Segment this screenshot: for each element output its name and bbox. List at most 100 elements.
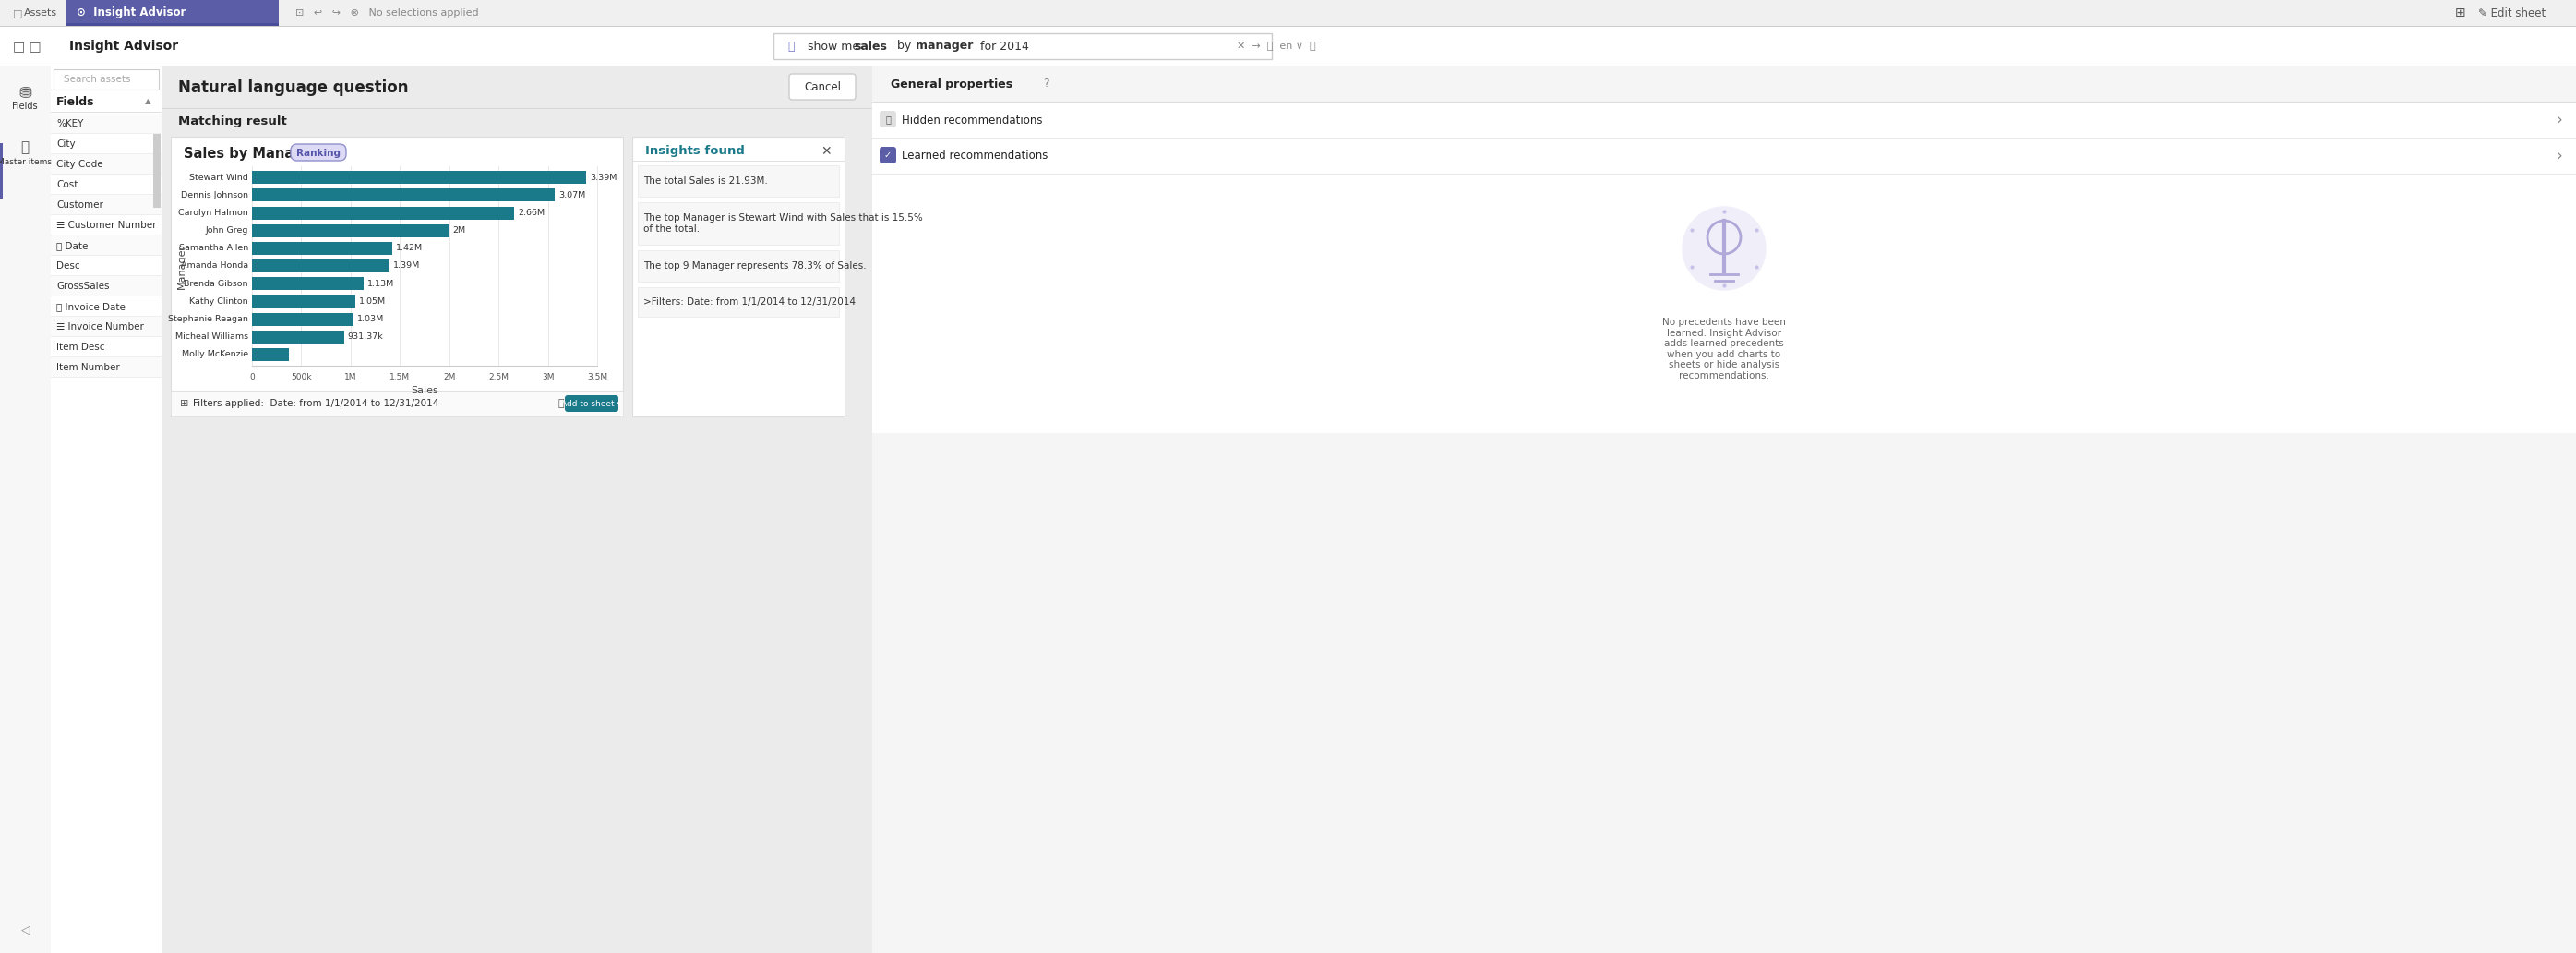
Bar [52,357,162,377]
Text: ⛃: ⛃ [18,84,31,101]
Text: ✓: ✓ [884,151,891,160]
Text: Filters applied:  Date: from 1/1/2014 to 12/31/2014: Filters applied: Date: from 1/1/2014 to … [193,399,438,408]
Text: ⛓: ⛓ [21,141,28,154]
Text: Matching result: Matching result [178,116,286,128]
Bar [873,67,2576,102]
Text: 🔍: 🔍 [788,40,793,52]
FancyBboxPatch shape [564,395,618,412]
Text: Stewart Wind: Stewart Wind [191,173,247,182]
Bar [252,224,448,237]
Text: Amanda Honda: Amanda Honda [180,262,247,270]
Bar [252,313,353,326]
Text: show me: show me [809,40,863,52]
Text: □: □ [13,9,23,17]
Text: ›: › [2555,112,2563,129]
Bar [252,171,587,184]
Text: 1.13M: 1.13M [368,279,394,288]
Text: ⊙  Insight Advisor: ⊙ Insight Advisor [77,7,185,19]
Text: %KEY: %KEY [57,119,82,129]
Text: 2M: 2M [443,373,456,381]
Text: Dennis Johnson: Dennis Johnson [180,191,247,199]
Text: ⊞: ⊞ [180,399,188,408]
Text: 2M: 2M [453,227,466,234]
Text: Ranking: Ranking [296,149,340,158]
Text: ☰ Customer Number: ☰ Customer Number [57,221,157,230]
Text: sales: sales [853,40,886,52]
Text: 1M: 1M [345,373,358,381]
Text: for 2014: for 2014 [976,40,1028,52]
Text: Hidden recommendations: Hidden recommendations [902,114,1043,126]
Text: ▲: ▲ [144,97,149,106]
Text: Item Number: Item Number [57,363,118,373]
Text: ?: ? [1043,78,1048,90]
Bar [252,331,343,343]
Text: □ □: □ □ [13,40,41,52]
Text: 0: 0 [250,373,255,381]
Text: 📅 Invoice Date: 📅 Invoice Date [57,302,126,312]
Text: 3.39M: 3.39M [590,173,618,182]
Bar [873,174,2576,433]
Bar [252,259,389,273]
Bar [252,242,392,254]
Text: ✕  →  🎤  en ∨  ⓘ: ✕ → 🎤 en ∨ ⓘ [1236,42,1316,51]
Bar [67,23,278,26]
Bar [152,134,160,208]
Text: Desc: Desc [57,261,80,271]
Bar [0,0,2576,26]
Bar [0,27,2576,66]
Bar [639,287,840,316]
Text: Carolyn Halmon: Carolyn Halmon [178,209,247,217]
Bar [162,67,873,953]
Bar [54,70,160,90]
Text: 📋: 📋 [559,399,564,408]
Text: GrossSales: GrossSales [57,282,108,291]
Text: 500k: 500k [291,373,312,381]
Text: Sales: Sales [410,386,438,395]
Text: Manager: Manager [178,243,185,289]
Bar [873,67,2576,953]
Text: 3.5M: 3.5M [587,373,608,381]
Text: ✎ Edit sheet: ✎ Edit sheet [2478,7,2545,19]
Text: Master items: Master items [0,157,52,166]
Text: The top 9 Manager represents 78.3% of Sales.: The top 9 Manager represents 78.3% of Sa… [644,261,866,271]
Text: Item Desc: Item Desc [57,342,106,352]
Text: 3.07M: 3.07M [559,191,585,199]
Bar [0,67,52,953]
Text: ⊡   ↩   ↪   ⊗   No selections applied: ⊡ ↩ ↪ ⊗ No selections applied [296,9,479,17]
Bar [639,202,840,245]
Text: ✕: ✕ [822,145,832,158]
Bar [52,113,162,134]
Bar [52,154,162,174]
Text: >Filters: Date: from 1/1/2014 to 12/31/2014: >Filters: Date: from 1/1/2014 to 12/31/2… [644,297,855,307]
Text: Add to sheet ▾: Add to sheet ▾ [562,399,621,408]
Text: Kathy Clinton: Kathy Clinton [191,297,247,306]
Text: Molly McKenzie: Molly McKenzie [183,351,247,358]
Bar [252,294,355,308]
Text: Fields: Fields [13,102,39,111]
Text: Stephanie Reagan: Stephanie Reagan [167,314,247,323]
FancyBboxPatch shape [788,74,855,100]
Text: Learned recommendations: Learned recommendations [902,150,1048,162]
Text: General properties: General properties [891,78,1012,90]
Bar [252,207,515,219]
Text: The top Manager is Stewart Wind with Sales that is 15.5%
of the total.: The top Manager is Stewart Wind with Sal… [644,213,922,233]
Bar [631,136,845,416]
FancyBboxPatch shape [878,147,896,164]
Text: 1.05M: 1.05M [358,297,386,306]
Text: 👁: 👁 [886,114,891,124]
Bar [52,67,162,953]
Bar [52,316,162,337]
Text: Assets: Assets [23,9,57,17]
Bar [773,33,1273,59]
Bar [67,0,278,26]
Text: The total Sales is 21.93M.: The total Sales is 21.93M. [644,176,768,186]
Bar [170,136,623,391]
Bar [639,251,840,282]
Circle shape [1682,207,1765,290]
Text: manager: manager [914,40,974,52]
Bar [52,276,162,296]
Text: City Code: City Code [57,160,103,169]
Text: 📅 Date: 📅 Date [57,241,88,251]
FancyBboxPatch shape [291,144,345,161]
Bar [252,189,554,202]
